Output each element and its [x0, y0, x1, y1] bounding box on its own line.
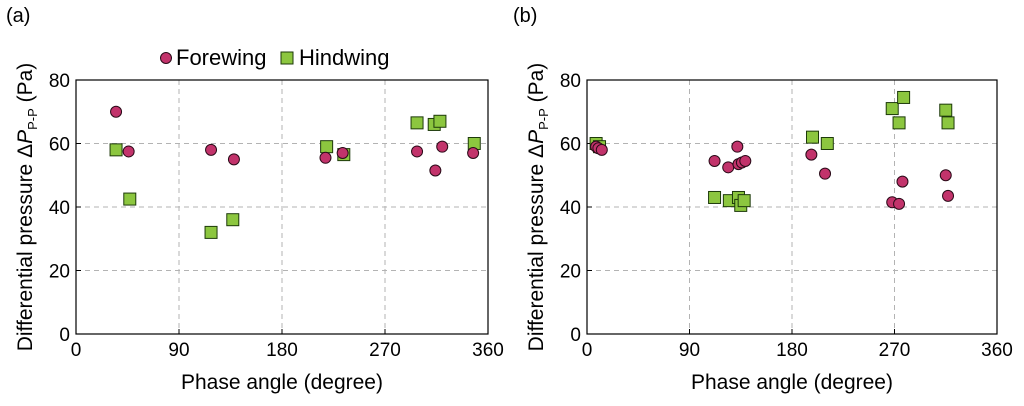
legend-forewing-label: Forewing: [176, 45, 266, 70]
forewing-point: [896, 175, 909, 188]
forewing-point: [805, 148, 818, 161]
y-tick-label: 20: [560, 262, 581, 283]
y-tick-label: 0: [59, 325, 70, 346]
x-tick-label: 270: [369, 340, 401, 361]
x-tick-label: 180: [266, 340, 298, 361]
forewing-point: [595, 143, 608, 156]
x-tick-label: 360: [981, 340, 1013, 361]
x-axis-label: Phase angle (degree): [691, 371, 893, 394]
hindwing-point: [204, 225, 218, 239]
forewing-point: [942, 189, 955, 202]
y-tick-label: 60: [560, 135, 581, 156]
panel-a: (a) 0 90 180 270 360 0 20 40 60 80 Phase angle (deg…: [6, 5, 504, 394]
y-axis-label-var: P: [14, 130, 37, 144]
forewing-point: [819, 167, 832, 180]
y-axis-label-var: P: [525, 130, 548, 144]
hindwing-point: [109, 143, 123, 157]
legend-hindwing-label: Hindwing: [299, 45, 390, 70]
forewing-point: [731, 140, 744, 153]
y-axis-label-unit: (Pa): [14, 63, 37, 109]
y-tick-label: 80: [560, 71, 581, 92]
y-axis-label: Differential pressure ΔPP-P (Pa): [14, 63, 40, 352]
forewing-point: [893, 197, 906, 210]
y-axis-label-unit: (Pa): [525, 63, 548, 109]
legend: Forewing Hindwing: [160, 45, 390, 70]
panel-b: (b) 0 90 180 270 360 0 20 40 60 80 Phase angle (deg…: [513, 5, 1013, 394]
legend-forewing-marker: [160, 52, 172, 64]
hindwing-point: [806, 130, 819, 144]
x-axis-label: Phase angle (degree): [181, 371, 383, 394]
plot-frame: [586, 79, 998, 335]
hindwing-point: [320, 140, 334, 154]
hindwing-point: [410, 116, 424, 130]
hindwing-point: [892, 116, 906, 130]
forewing-point: [467, 147, 480, 160]
x-tick-label: 360: [472, 340, 504, 361]
x-tick-label: 90: [679, 340, 700, 361]
x-tick-label: 90: [168, 340, 189, 361]
y-axis-label-sub: P-P: [25, 108, 40, 130]
hindwing-point: [897, 90, 911, 104]
forewing-point: [411, 145, 424, 158]
hindwing-point: [941, 116, 955, 130]
hindwing-point: [820, 137, 834, 150]
forewing-point: [227, 153, 240, 166]
hindwing-point: [885, 102, 899, 116]
hindwing-point: [939, 103, 953, 117]
forewing-point: [436, 140, 449, 153]
forewing-point: [429, 164, 442, 177]
forewing-point: [336, 147, 349, 160]
forewing-point: [122, 145, 135, 158]
forewing-point: [939, 169, 952, 182]
y-tick-label: 20: [49, 262, 70, 283]
forewing-point: [110, 105, 123, 118]
x-tick-label: 0: [582, 340, 593, 361]
forewing-point: [739, 154, 752, 167]
y-axis-label-main: Differential pressure Δ: [14, 144, 37, 351]
hindwing-point: [737, 194, 751, 208]
y-tick-label: 0: [570, 325, 581, 346]
y-axis-label: Differential pressure ΔPP-P (Pa): [525, 63, 551, 352]
y-axis-label-main: Differential pressure Δ: [525, 144, 548, 351]
y-axis-label-sub: P-P: [536, 108, 551, 130]
x-tick-label: 0: [71, 340, 82, 361]
y-tick-label: 40: [560, 198, 581, 219]
hindwing-point: [123, 192, 137, 206]
legend-hindwing-marker: [280, 51, 294, 65]
forewing-point: [319, 151, 332, 164]
y-tick-label: 80: [49, 71, 70, 92]
y-tick-label: 60: [49, 135, 70, 156]
x-tick-label: 180: [776, 340, 808, 361]
plot-frame: [75, 79, 489, 335]
hindwing-point: [433, 114, 447, 128]
forewing-point: [205, 143, 218, 156]
forewing-point: [708, 154, 721, 167]
forewing-point: [722, 161, 735, 174]
hindwing-point: [708, 190, 722, 204]
x-tick-label: 270: [879, 340, 911, 361]
panel-label: (a): [6, 5, 30, 27]
panel-label: (b): [513, 5, 537, 27]
hindwing-point: [226, 213, 240, 227]
y-tick-label: 40: [49, 198, 70, 219]
